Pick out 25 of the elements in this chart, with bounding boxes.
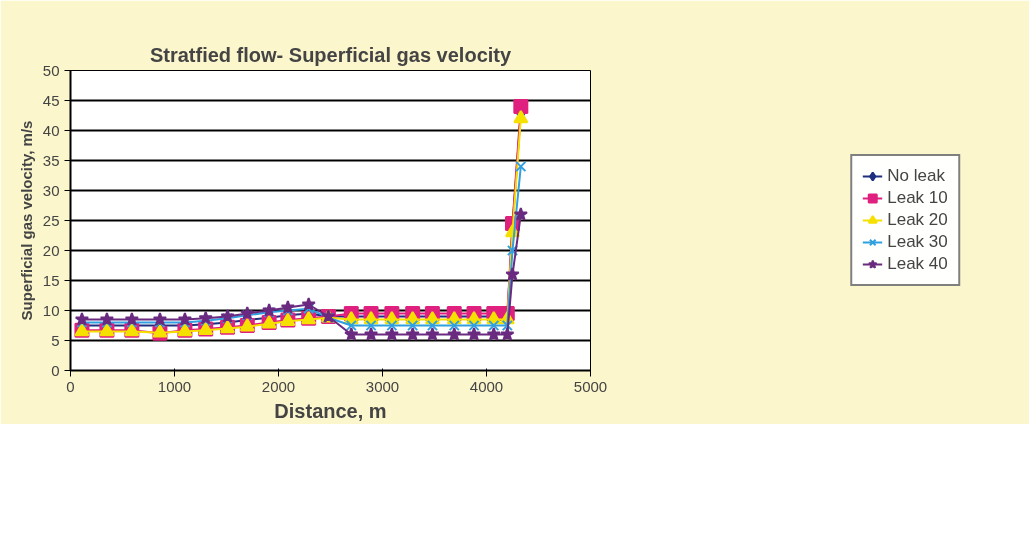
y-tick-label: 5 bbox=[51, 331, 60, 349]
legend-label: No leak bbox=[887, 166, 945, 186]
y-tick-label: 20 bbox=[42, 241, 60, 259]
y-tick-label: 40 bbox=[42, 121, 60, 139]
y-tick-label: 10 bbox=[42, 301, 60, 319]
legend-label: Leak 30 bbox=[887, 232, 948, 252]
y-tick-label: 35 bbox=[42, 151, 60, 169]
y-axis-title: Superficial gas velocity, m/s bbox=[17, 120, 35, 321]
legend-label: Leak 10 bbox=[887, 188, 948, 208]
x-tick-label: 2000 bbox=[261, 377, 296, 395]
x-tick-label: 1000 bbox=[157, 377, 192, 395]
legend-label: Leak 20 bbox=[887, 210, 948, 230]
y-tick-label: 15 bbox=[42, 271, 60, 289]
y-tick-label: 45 bbox=[42, 91, 60, 109]
y-tick-label: 25 bbox=[42, 211, 60, 229]
legend-label: Leak 40 bbox=[887, 254, 948, 274]
x-tick-label: 0 bbox=[66, 377, 75, 395]
x-tick-label: 4000 bbox=[469, 377, 504, 395]
x-tick-label: 3000 bbox=[365, 377, 400, 395]
x-tick-label: 5000 bbox=[573, 377, 608, 395]
chart-title: Stratfied flow- Superficial gas velocity bbox=[149, 43, 512, 66]
x-axis-title: Distance, m bbox=[274, 399, 387, 422]
y-tick-label: 0 bbox=[51, 361, 60, 379]
y-tick-label: 50 bbox=[42, 61, 60, 79]
y-tick-label: 30 bbox=[42, 181, 60, 199]
